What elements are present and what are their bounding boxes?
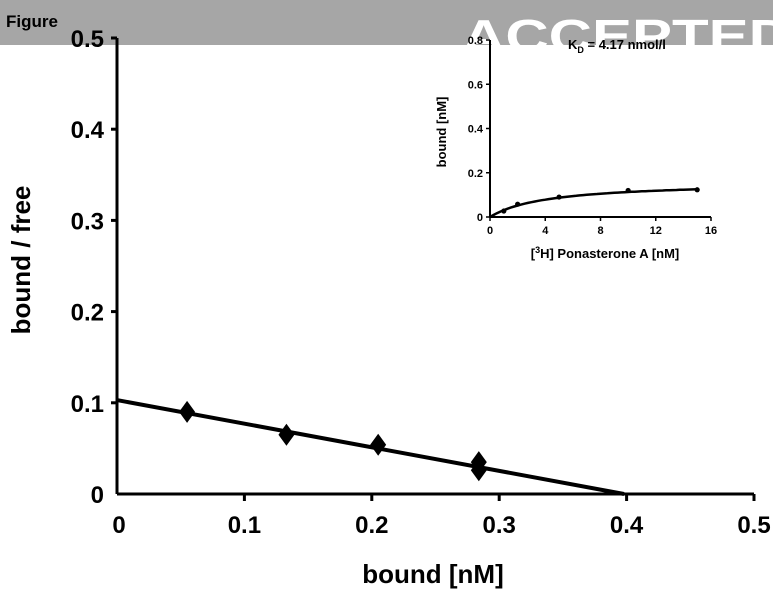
main-x-tick-label: 0.5 xyxy=(737,512,770,539)
main-y-tick-label: 0.1 xyxy=(71,391,104,418)
main-y-tick-label: 0 xyxy=(91,482,104,509)
inset-y-tick-label: 0 xyxy=(477,212,483,224)
main-y-tick-label: 0.4 xyxy=(71,117,105,144)
scatchard-point xyxy=(370,433,387,456)
main-x-tick-label: 0 xyxy=(112,512,125,539)
inset-ticks: 0 0.2 0.4 0.6 0.8 0 4 8 12 16 xyxy=(468,35,717,237)
main-ticks: 0 0.1 0.2 0.3 0.4 0.5 0 0.1 0.2 0.3 0.4 0.5 xyxy=(71,26,771,539)
main-x-tick-label: 0.1 xyxy=(228,512,261,539)
main-y-tick-label: 0.3 xyxy=(71,208,104,235)
inset-y-tick-label: 0.6 xyxy=(468,79,483,91)
kd-subscript: D xyxy=(577,45,584,55)
inset-x-tick-label: 8 xyxy=(597,225,603,237)
inset-x-axis-label: [3H] Ponasterone A [nM] xyxy=(531,245,680,261)
inset-point xyxy=(694,187,700,193)
inset-point xyxy=(556,194,562,200)
scatchard-fit-line-group xyxy=(116,398,625,496)
saturation-inset: 0 0.2 0.4 0.6 0.8 0 4 8 12 16 KD = 4.17 nmol/l [3… xyxy=(434,35,717,261)
inset-point xyxy=(515,201,521,207)
main-x-axis-label: bound [nM] xyxy=(362,559,504,589)
inset-x-label-open: [ xyxy=(531,246,536,261)
main-x-tick-label: 0.2 xyxy=(355,512,388,539)
scatchard-fit-line xyxy=(116,398,625,496)
inset-x-label-superscript: 3 xyxy=(535,245,540,255)
scatchard-point xyxy=(179,400,196,423)
inset-y-tick-label: 0.2 xyxy=(468,168,483,180)
inset-x-label-rest: H] Ponasterone A [nM] xyxy=(540,246,679,261)
header-band xyxy=(0,0,773,45)
scatchard-point xyxy=(278,423,295,446)
inset-y-tick-label: 0.8 xyxy=(468,35,483,47)
main-x-tick-label: 0.4 xyxy=(610,512,644,539)
inset-fit-curve xyxy=(489,188,698,219)
inset-x-tick-label: 4 xyxy=(542,225,549,237)
inset-points xyxy=(501,187,700,214)
inset-kd-annotation: KD = 4.17 nmol/l xyxy=(568,37,666,55)
scatchard-point xyxy=(470,459,487,482)
inset-y-axis-label: bound [nM] xyxy=(434,97,449,168)
accepted-watermark: ACCEPTED xyxy=(462,10,773,62)
inset-point xyxy=(501,208,507,214)
scatchard-points xyxy=(179,400,487,482)
inset-x-tick-label: 16 xyxy=(705,225,717,237)
main-x-tick-label: 0.3 xyxy=(483,512,516,539)
main-y-tick-label: 0.5 xyxy=(71,26,104,53)
kd-value: = 4.17 nmol/l xyxy=(584,37,666,52)
inset-y-tick-label: 0.4 xyxy=(468,124,484,136)
inset-x-tick-label: 0 xyxy=(487,225,493,237)
scatchard-plot: 0 0.1 0.2 0.3 0.4 0.5 0 0.1 0.2 0.3 0.4 0.5 bound [… xyxy=(6,26,771,589)
inset-x-tick-label: 12 xyxy=(650,225,662,237)
inset-point xyxy=(625,187,631,194)
main-y-tick-label: 0.2 xyxy=(71,300,104,327)
kd-prefix: K xyxy=(568,37,578,52)
main-y-axis-label: bound / free xyxy=(6,186,36,335)
figure-label: Figure xyxy=(6,12,58,31)
